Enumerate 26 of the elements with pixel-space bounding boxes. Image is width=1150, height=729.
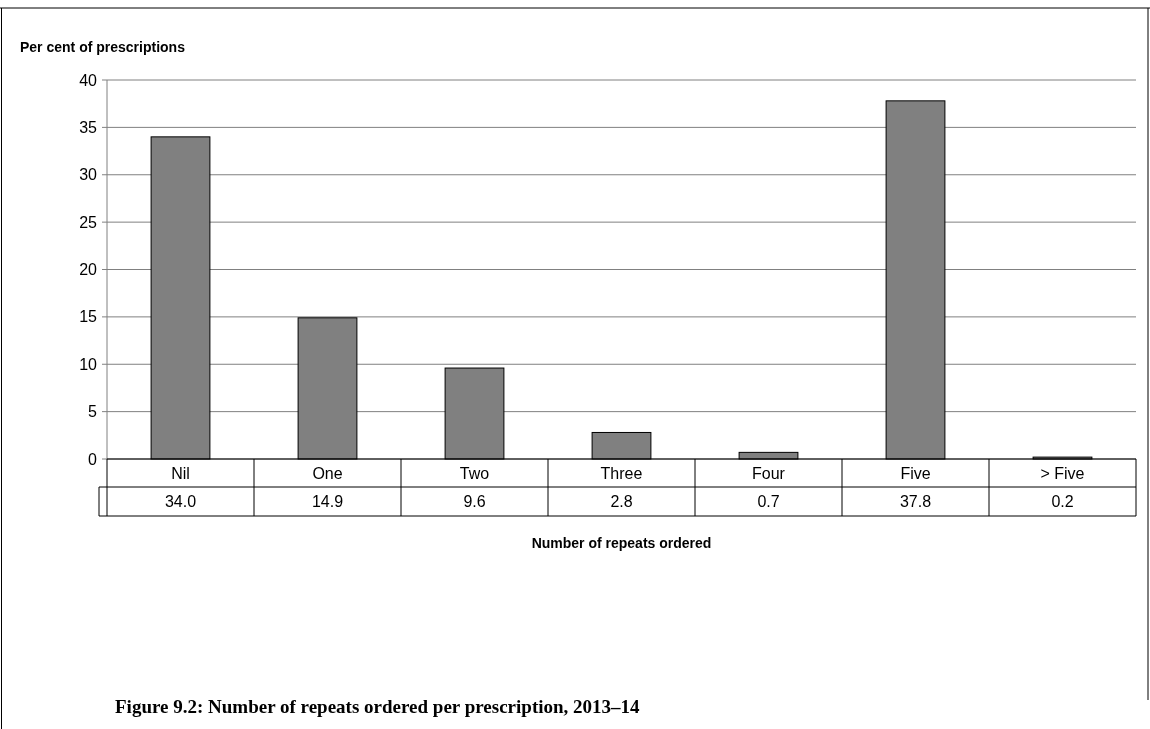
y-tick-label: 30 — [79, 166, 98, 184]
x-tick-label: One — [312, 464, 343, 482]
x-tick-label: Five — [900, 464, 931, 482]
y-tick-label: 35 — [79, 118, 98, 136]
data-label: 37.8 — [899, 493, 932, 511]
data-label: 34.0 — [164, 493, 197, 511]
data-label: 0.2 — [1051, 493, 1074, 511]
y-tick-label: 0 — [88, 450, 98, 468]
y-tick-label: 15 — [79, 308, 98, 326]
y-tick-label: 5 — [88, 403, 98, 421]
y-axis-title: Per cent of prescriptions — [20, 39, 186, 55]
data-label: 14.9 — [311, 493, 344, 511]
x-tick-label: Three — [600, 464, 643, 482]
x-axis-title: Number of repeats ordered — [531, 535, 712, 551]
text: Figure 9.2: Number of repeats ordered per prescription, 2013–14 — [115, 696, 641, 717]
x-tick-label: > Five — [1040, 464, 1085, 482]
y-tick-label: 40 — [79, 71, 98, 89]
x-tick-label: Two — [459, 464, 490, 482]
y-tick-label: 10 — [79, 355, 98, 373]
data-label: 2.8 — [610, 493, 633, 511]
data-label: 0.7 — [757, 493, 780, 511]
x-tick-label: Four — [752, 464, 786, 482]
y-tick-label: 25 — [79, 213, 98, 231]
x-tick-label: Nil — [171, 464, 190, 482]
y-tick-label: 20 — [79, 261, 98, 279]
data-label: 9.6 — [463, 493, 486, 511]
